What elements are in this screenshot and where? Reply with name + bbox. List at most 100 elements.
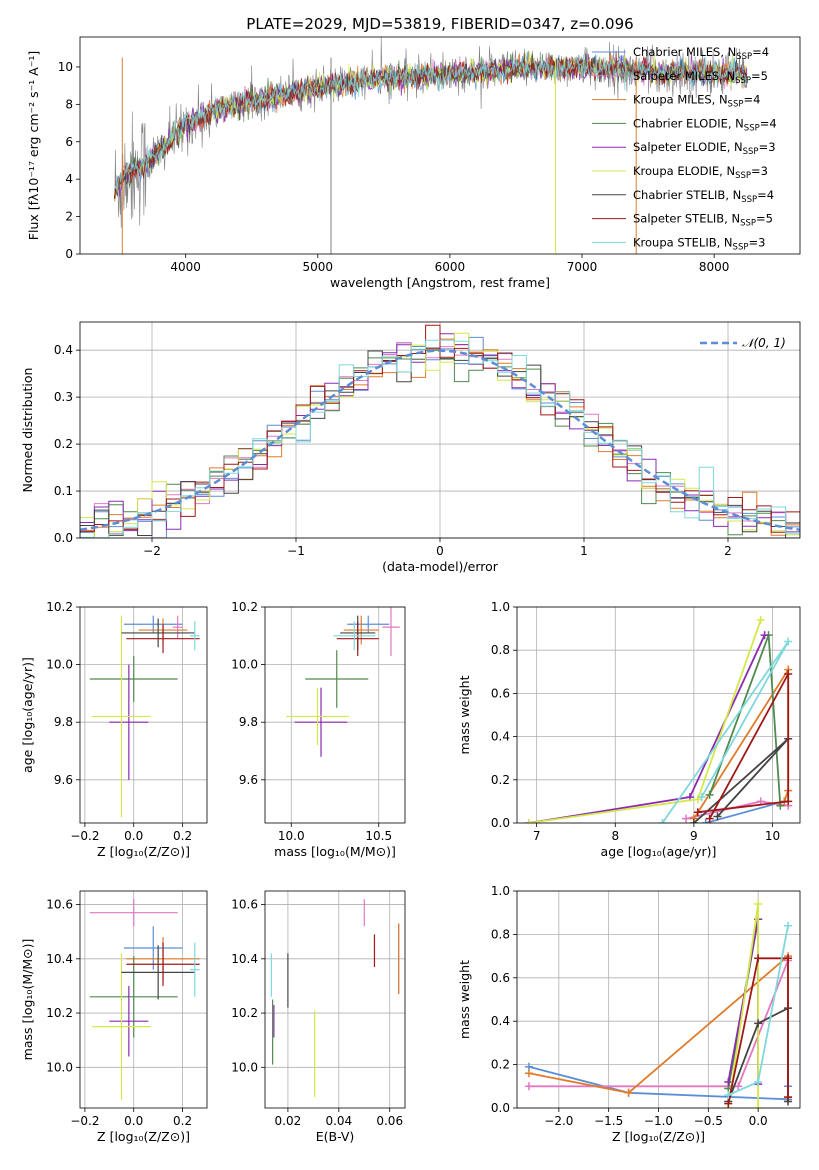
residual-hist-8 bbox=[80, 339, 800, 538]
residuals-marks bbox=[80, 324, 800, 538]
weight-point-8 bbox=[697, 793, 706, 802]
weight_vs_age-xlabel: age [log₁₀(age/yr)] bbox=[601, 844, 717, 859]
weight-point-1 bbox=[734, 1082, 743, 1091]
weight-point-7 bbox=[724, 1099, 733, 1108]
weight-point-0 bbox=[701, 819, 710, 823]
y-tick-label: 10.0 bbox=[46, 658, 73, 672]
weight_vs_Z-frame bbox=[516, 890, 801, 1109]
weight-series-7 bbox=[727, 957, 789, 1104]
weight_vs_Z-axes: −2.0 −1.5 −1.0 −0.5 0.0 0.0 0.2 0.4 0.6 0.8 1.0 Z [… bbox=[457, 884, 800, 1144]
age_vs_mass-xlabel: mass [log₁₀(M/M⊙)] bbox=[274, 844, 396, 859]
legend-label-suffix: =4 bbox=[757, 188, 774, 202]
residuals-legend-label: 𝒩(0, 1) bbox=[742, 336, 786, 350]
weight-point-1 bbox=[682, 814, 691, 823]
weight-point-8 bbox=[754, 1077, 763, 1086]
weight-point-5 bbox=[756, 615, 765, 624]
y-tick-label: 0.4 bbox=[54, 343, 73, 357]
mass_vs_ebv-xlabel: E(B-V) bbox=[316, 1129, 355, 1144]
y-tick-label: 9.8 bbox=[239, 715, 258, 729]
age_vs_Z-marks bbox=[89, 615, 200, 818]
x-tick-label: 1 bbox=[580, 544, 588, 558]
x-tick-label: −2.0 bbox=[544, 1114, 573, 1128]
y-tick-label: 10.4 bbox=[231, 952, 258, 966]
x-tick-label: 10.0 bbox=[278, 829, 305, 843]
legend-label-text: Salpeter ELODIE, N bbox=[633, 140, 743, 154]
y-tick-label: 2 bbox=[65, 210, 73, 224]
y-tick-label: 0.1 bbox=[54, 484, 73, 498]
weight-point-7 bbox=[784, 797, 793, 806]
x-tick-label: −1.5 bbox=[594, 1114, 623, 1128]
y-tick-label: 0.8 bbox=[491, 643, 510, 657]
weight-point-6 bbox=[689, 819, 698, 823]
legend-label-suffix: =3 bbox=[751, 164, 768, 178]
legend-label-2: Kroupa MILES, NSSP=4 bbox=[633, 93, 760, 110]
y-tick-label: 9.8 bbox=[54, 715, 73, 729]
mass_vs_Z-axes: −0.2 0.0 0.2 10.0 10.2 10.4 10.6 Z [log₁₀(Z/Z⊙)… bbox=[20, 891, 207, 1144]
age_vs_Z-xlabel: Z [log₁₀(Z/Z⊙)] bbox=[97, 844, 190, 859]
y-tick-label: 0.2 bbox=[491, 1058, 510, 1072]
legend-label-sub: SSP bbox=[733, 242, 749, 252]
x-tick-label: −0.2 bbox=[70, 1114, 99, 1128]
mass_vs_Z-ylabel: mass [log₁₀(M/M⊙)] bbox=[20, 939, 35, 1061]
mass_vs_ebv-frame bbox=[264, 890, 406, 1109]
weight_vs_Z-ylabel: mass weight bbox=[457, 960, 472, 1039]
x-tick-label: 0 bbox=[436, 544, 444, 558]
mass_vs_Z-marks bbox=[89, 899, 200, 1100]
y-tick-label: 9.6 bbox=[239, 773, 258, 787]
weight_vs_age-ylabel: mass weight bbox=[457, 675, 472, 754]
legend-label-suffix: =3 bbox=[748, 235, 765, 249]
x-tick-label: −0.5 bbox=[694, 1114, 723, 1128]
y-tick-label: 0.6 bbox=[491, 686, 510, 700]
legend-label-text: Salpeter MILES, N bbox=[633, 69, 735, 83]
x-tick-label: −0.2 bbox=[70, 829, 99, 843]
legend-label-suffix: =5 bbox=[756, 212, 773, 226]
weight-series-2 bbox=[693, 666, 790, 820]
legend-label-text: Kroupa STELIB, N bbox=[633, 235, 733, 249]
age_vs_mass-axes: 10.0 10.5 9.6 9.8 10.0 10.2 mass [log₁₀(M/M⊙)] bbox=[231, 600, 405, 859]
y-tick-label: 10.4 bbox=[46, 952, 73, 966]
legend-label-sub: SSP bbox=[736, 52, 752, 62]
weight_vs_age-axes: 7 8 9 10 0.0 0.2 0.4 0.6 0.8 1.0 age [log₁₀(age/yr… bbox=[457, 600, 800, 859]
legend-label-0: Chabrier MILES, NSSP=4 bbox=[633, 45, 769, 62]
legend-label-3: Chabrier ELODIE, NSSP=4 bbox=[633, 116, 777, 133]
weight-point-2 bbox=[624, 1088, 633, 1097]
spectrum-frame bbox=[79, 36, 801, 255]
legend-label-suffix: =5 bbox=[751, 69, 768, 83]
age_vs_mass-frame bbox=[264, 606, 406, 824]
y-tick-label: 10.0 bbox=[46, 1060, 73, 1074]
residuals-ylabel: Normed distribution bbox=[20, 368, 35, 493]
spectrum-axes: 4000 5000 6000 7000 8000 0 2 4 6 8 10 wavelength [A… bbox=[26, 51, 729, 290]
mass_vs_Z-xlabel: Z [log₁₀(Z/Z⊙)] bbox=[97, 1129, 190, 1144]
x-tick-label: 2 bbox=[724, 544, 732, 558]
x-tick-label: 0.2 bbox=[173, 1114, 192, 1128]
legend-label-text: Chabrier ELODIE, N bbox=[633, 116, 744, 130]
weight-point-8 bbox=[784, 921, 793, 930]
y-tick-label: 8 bbox=[65, 97, 73, 111]
legend-label-sub: SSP bbox=[735, 76, 751, 86]
y-tick-label: 0.0 bbox=[491, 1101, 510, 1115]
weight-point-3 bbox=[705, 790, 714, 799]
weight-point-7 bbox=[693, 808, 702, 817]
y-tick-label: 10.6 bbox=[46, 898, 73, 912]
weight-point-7 bbox=[784, 954, 793, 963]
x-tick-label: 0.0 bbox=[124, 829, 143, 843]
y-tick-label: 4 bbox=[65, 172, 73, 186]
age_vs_Z-frame bbox=[79, 606, 208, 824]
weight_vs_Z-marks bbox=[524, 900, 793, 1108]
weight-point-7 bbox=[754, 954, 763, 963]
x-tick-label: 5000 bbox=[303, 260, 334, 274]
legend-label-text: Salpeter STELIB, N bbox=[633, 212, 740, 226]
model-spectrum-8 bbox=[113, 54, 748, 191]
residuals-xlabel: (data-model)/error bbox=[382, 559, 499, 574]
y-tick-label: 0.2 bbox=[54, 437, 73, 451]
legend-label-sub: SSP bbox=[743, 147, 759, 157]
legend-label-suffix: =3 bbox=[759, 140, 776, 154]
y-tick-label: 0 bbox=[65, 247, 73, 261]
spectrum-xlabel: wavelength [Angstrom, rest frame] bbox=[330, 275, 550, 290]
weight-point-2 bbox=[524, 1069, 533, 1078]
x-tick-label: −1 bbox=[287, 544, 305, 558]
legend-label-text: Kroupa ELODIE, N bbox=[633, 164, 735, 178]
weight-point-6 bbox=[713, 812, 722, 821]
x-tick-label: 9 bbox=[690, 829, 698, 843]
